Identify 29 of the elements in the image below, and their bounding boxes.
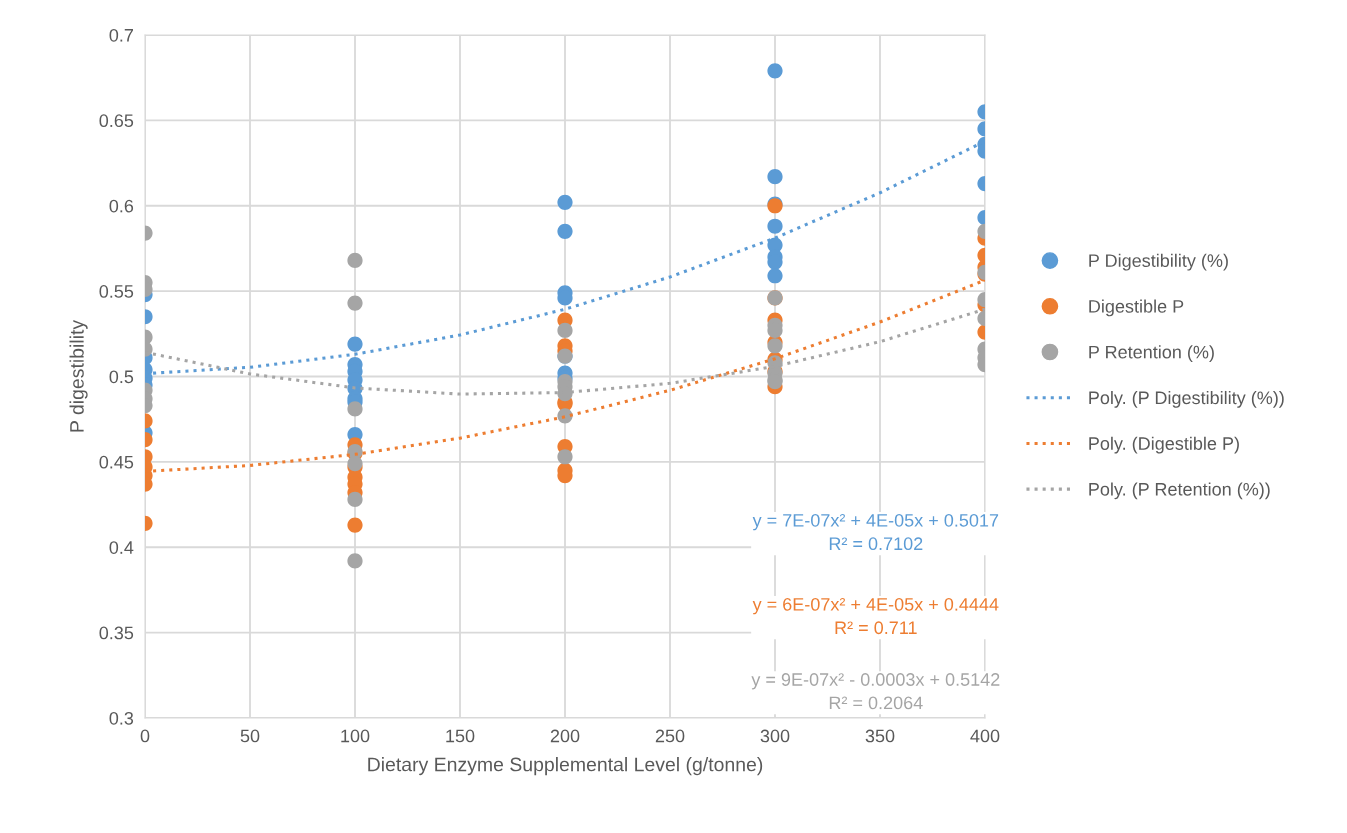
y-tick-label: 0.5 [109, 370, 134, 384]
legend-label: P Retention (%) [1089, 345, 1214, 363]
x-tick-label: 150 [446, 729, 475, 743]
legend-label: P Digestibility (%) [1089, 253, 1228, 271]
x-tick-label: 250 [655, 729, 685, 743]
annotation: y = 9E-07x² - 0.0003x + 0.5142 R² = 0.2064 [751, 673, 1000, 710]
y-tick-label: 0.7 [109, 28, 133, 42]
x-tick-label: 350 [865, 729, 895, 743]
x-tick-label: 50 [240, 729, 260, 743]
legend-label: Digestible P [1089, 299, 1184, 317]
y-tick-label: 0.3 [109, 711, 134, 725]
legend-label: Poly. (P Digestibility (%)) [1089, 390, 1284, 408]
y-tick-label: 0.65 [99, 114, 134, 128]
y-tick-label: 0.4 [109, 541, 134, 554]
annotation: y = 7E-07x² + 4E-05x + 0.5017 R² = 0.7102 [752, 513, 999, 551]
x-tick-label: 300 [760, 729, 790, 743]
annotation: y = 6E-07x² + 4E-05x + 0.4444 R² = 0.711 [752, 597, 999, 635]
y-tick-label: 0.45 [99, 455, 134, 469]
x-tick-label: 200 [550, 729, 580, 743]
y-tick-label: 0.6 [109, 199, 134, 213]
x-tick-label: 0 [140, 729, 150, 743]
x-tick-label: 400 [970, 729, 1000, 743]
x-tick-label: 100 [341, 729, 370, 743]
legend-label: Poly. (P Retention (%)) [1089, 482, 1270, 500]
y-tick-label: 0.35 [99, 626, 134, 640]
legend-label: Poly. (Digestible P) [1089, 436, 1239, 454]
y-tick-label: 0.55 [99, 285, 134, 298]
x-axis-title: Dietary Enzyme Supplemental Level (g/tonne) [368, 757, 763, 776]
y-axis-title: P digestibility [69, 319, 88, 432]
